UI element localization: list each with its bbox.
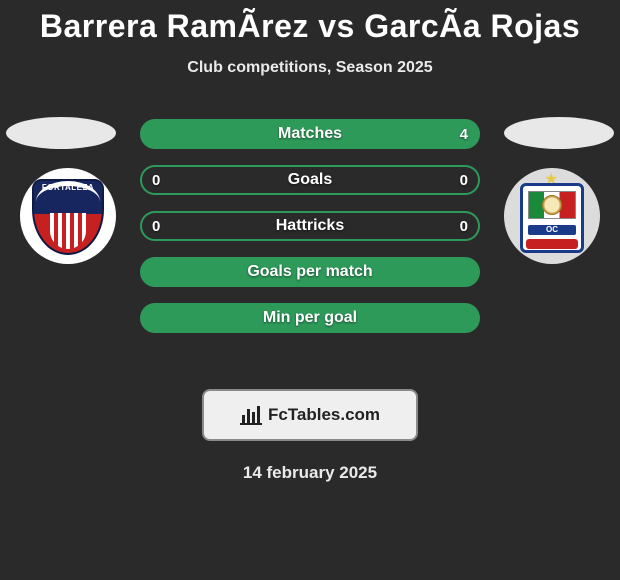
fctables-badge: FcTables.com <box>202 389 418 441</box>
stat-value-left: 0 <box>152 172 160 189</box>
fctables-text: FcTables.com <box>268 405 380 425</box>
page-subtitle: Club competitions, Season 2025 <box>0 59 620 77</box>
player-avatar-left <box>6 117 116 149</box>
stat-label: Goals <box>288 171 332 189</box>
stat-row: Hattricks 0 0 <box>140 211 480 241</box>
comparison-date: 14 february 2025 <box>0 463 620 483</box>
stat-value-right: 0 <box>460 172 468 189</box>
stat-row: Goals per match <box>140 257 480 287</box>
stat-value-right: 0 <box>460 218 468 235</box>
stat-row: Matches 4 <box>140 119 480 149</box>
club-badge-right: ★ OC <box>502 173 602 259</box>
stat-row: Goals 0 0 <box>140 165 480 195</box>
club-right-monogram: OC <box>528 225 576 235</box>
page-title: Barrera RamÃ­rez vs GarcÃ­a Rojas <box>0 0 620 45</box>
stat-label: Goals per match <box>247 263 372 281</box>
stat-label: Hattricks <box>276 217 344 235</box>
stat-label: Matches <box>278 125 342 143</box>
player-avatar-right <box>504 117 614 149</box>
bar-chart-icon <box>240 405 262 425</box>
stat-value-right: 4 <box>460 126 468 143</box>
club-left-name: FORTALEZA <box>18 183 118 192</box>
stat-value-left: 0 <box>152 218 160 235</box>
stat-label: Min per goal <box>263 309 357 327</box>
club-badge-left: FORTALEZA <box>18 173 118 259</box>
stats-column: Matches 4 Goals 0 0 Hattricks 0 0 Goals per matc… <box>140 119 480 349</box>
stat-row: Min per goal <box>140 303 480 333</box>
